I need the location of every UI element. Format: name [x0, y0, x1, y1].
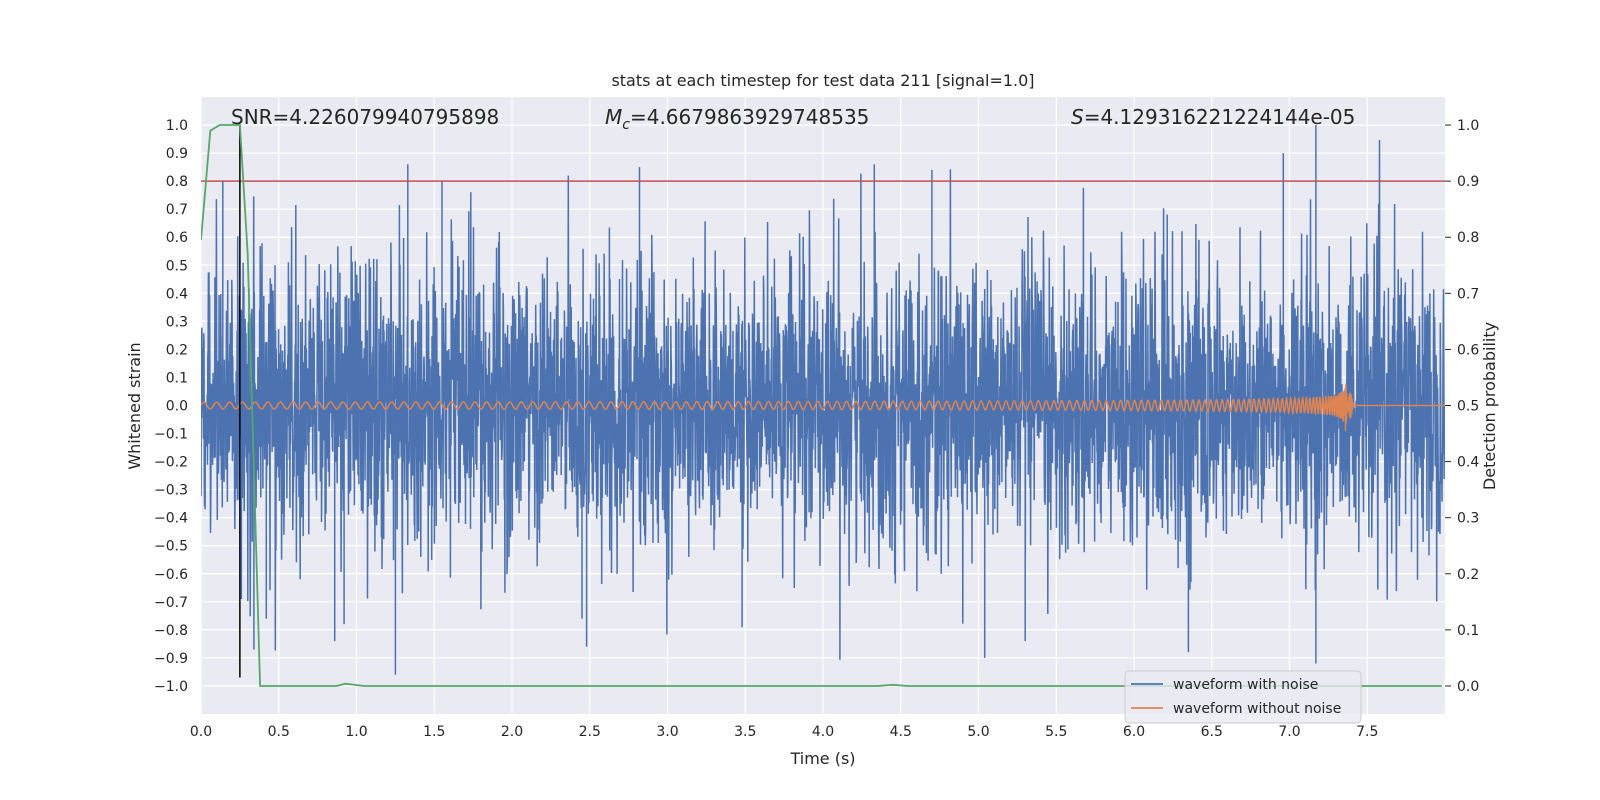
y-tick-label: 0.4	[166, 286, 188, 302]
detection-probability-series	[201, 124, 1442, 687]
x-tick-label: 5.0	[967, 724, 989, 740]
x-tick-label: 4.0	[812, 724, 834, 740]
chirp-mass-annotation: Mc=4.6679863929748535	[605, 105, 869, 133]
y-tick-label: 0.6	[166, 230, 188, 246]
x-tick-label: 4.5	[890, 724, 912, 740]
plot-area	[200, 97, 1445, 714]
x-tick-label: 3.0	[656, 724, 678, 740]
y-tick-label: −0.1	[154, 427, 188, 443]
x-tick-label: 5.5	[1045, 724, 1067, 740]
y-right-tick-label: 0.0	[1457, 679, 1479, 695]
chart-title: stats at each timestep for test data 211…	[611, 71, 1034, 90]
legend: waveform with noise waveform without noi…	[1124, 670, 1362, 724]
y-right-tick-label: 0.5	[1457, 399, 1479, 415]
legend-box	[1124, 670, 1362, 724]
y-tick-label: 0.1	[166, 370, 188, 386]
legend-label-clean: waveform without noise	[1173, 701, 1341, 717]
x-tick-label: 7.0	[1278, 724, 1300, 740]
x-tick-label: 6.5	[1201, 724, 1223, 740]
y-tick-label: −0.4	[154, 511, 188, 527]
y-tick-label: 0.0	[166, 399, 188, 415]
chirp-mass-value: =4.6679863929748535	[630, 105, 869, 129]
y-right-tick-label: 0.4	[1457, 455, 1479, 471]
y-axis-left-label: Whitened strain	[125, 342, 144, 469]
y-axis-right-ticks: 1.0 0.9 0.8 0.7 0.6 0.5 0.4 0.3 0.2 0.1 0.0	[1445, 118, 1479, 695]
waveform-with-noise-series	[201, 125, 1445, 675]
x-tick-label: 6.0	[1123, 724, 1145, 740]
y-axis-right-label: Detection probability	[1480, 322, 1499, 490]
s-annotation: S=4.129316221224144e-05	[1071, 105, 1355, 129]
y-tick-label: −0.9	[154, 651, 188, 667]
y-right-tick-label: 1.0	[1457, 118, 1479, 134]
y-tick-label: −0.3	[154, 483, 188, 499]
x-axis-label: Time (s)	[789, 749, 855, 768]
x-tick-label: 1.5	[423, 724, 445, 740]
y-tick-label: −0.6	[154, 567, 188, 583]
y-right-tick-label: 0.7	[1457, 286, 1479, 302]
y-tick-label: 0.8	[166, 174, 188, 190]
y-right-tick-label: 0.2	[1457, 567, 1479, 583]
y-right-tick-label: 0.6	[1457, 342, 1479, 358]
y-tick-label: −1.0	[154, 679, 188, 695]
s-symbol: S	[1071, 105, 1084, 129]
chirp-mass-subscript: c	[622, 117, 630, 133]
y-tick-label: 0.9	[166, 146, 188, 162]
x-tick-label: 2.5	[579, 724, 601, 740]
x-tick-label: 7.5	[1356, 724, 1378, 740]
waveform-without-noise-series	[201, 383, 1445, 432]
x-tick-label: 3.5	[734, 724, 756, 740]
y-tick-label: 0.2	[166, 342, 188, 358]
s-value: =4.129316221224144e-05	[1084, 105, 1356, 129]
snr-annotation: SNR=4.226079940795898	[231, 105, 499, 129]
y-tick-label: 1.0	[166, 118, 188, 134]
x-axis-ticks: 0.0 0.5 1.0 1.5 2.0 2.5 3.0 3.5 4.0 4.5 5.0 5.5 6.0 6…	[190, 724, 1379, 740]
y-right-tick-label: 0.8	[1457, 230, 1479, 246]
y-tick-label: 0.5	[166, 258, 188, 274]
y-tick-label: 0.3	[166, 314, 188, 330]
y-tick-label: −0.5	[154, 539, 188, 555]
y-tick-label: 0.7	[166, 202, 188, 218]
y-tick-label: −0.8	[154, 623, 188, 639]
y-right-tick-label: 0.3	[1457, 511, 1479, 527]
y-tick-label: −0.7	[154, 595, 188, 611]
x-tick-label: 2.0	[501, 724, 523, 740]
x-tick-label: 0.0	[190, 724, 212, 740]
chirp-mass-symbol: M	[605, 105, 622, 129]
y-right-tick-label: 0.9	[1457, 174, 1479, 190]
y-tick-label: −0.2	[154, 455, 188, 471]
y-right-tick-label: 0.1	[1457, 623, 1479, 639]
legend-label-noise: waveform with noise	[1173, 677, 1318, 693]
x-tick-label: 1.0	[345, 724, 367, 740]
y-axis-left-ticks: 1.0 0.9 0.8 0.7 0.6 0.5 0.4 0.3 0.2 0.1 0.0 −0.1 −0.…	[154, 118, 188, 695]
x-tick-label: 0.5	[268, 724, 290, 740]
